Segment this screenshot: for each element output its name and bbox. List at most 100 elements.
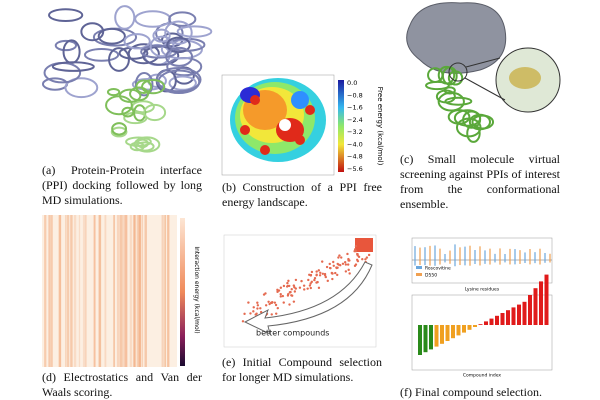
compound-point (306, 287, 309, 290)
compound-point (294, 278, 298, 282)
protein-ribbon (444, 96, 473, 106)
protein-ribbon (455, 117, 482, 138)
heatmap-column (164, 215, 167, 367)
protein-ribbon (54, 39, 78, 52)
heatmap-column (84, 215, 87, 367)
compound-point (270, 313, 273, 316)
caption: (b) Construction of a PPI free energy la… (222, 180, 382, 209)
compound-point (288, 284, 291, 288)
bar (517, 304, 521, 325)
compound-point (354, 244, 358, 248)
compound-point (279, 292, 282, 296)
bar (544, 274, 549, 325)
compound-point (286, 281, 289, 285)
compound-point (256, 301, 259, 304)
compound-point (281, 294, 285, 298)
heatmap-column (44, 215, 47, 367)
protein-ribbon (121, 106, 135, 118)
compound-point (317, 269, 321, 272)
energy-region (260, 145, 270, 155)
compound-point (318, 274, 322, 277)
heatmap-column (49, 215, 51, 367)
heatmap-column (167, 215, 170, 367)
compound-point (282, 301, 285, 304)
compound-point (273, 301, 277, 304)
compound-point (310, 280, 314, 284)
colorbar-tick: −5.6 (347, 165, 363, 173)
compound-point (290, 288, 293, 291)
compound-point (247, 301, 250, 304)
bar (528, 295, 532, 325)
protein-ribbon (118, 88, 142, 103)
protein-ribbon (166, 36, 191, 54)
legend-label: Roscovitine (425, 266, 451, 272)
compound-point (298, 286, 302, 289)
dense-cluster (355, 238, 373, 252)
heatmap-column (120, 215, 123, 367)
plot-frame (223, 234, 377, 348)
compound-point (249, 312, 252, 315)
heatmap-column (113, 215, 115, 367)
protein-ribbon (127, 43, 160, 65)
compound-point (264, 292, 267, 295)
compound-point (243, 312, 246, 316)
protein-ribbon (105, 95, 133, 116)
colorbar-tick: −4.0 (347, 140, 363, 148)
heatmap-column (66, 215, 69, 367)
compound-point (364, 258, 367, 261)
protein-ribbon (106, 87, 121, 97)
legend-swatch (416, 266, 422, 269)
compound-point (294, 287, 298, 290)
compound-point (348, 272, 351, 275)
colorbar-tick: −2.4 (347, 116, 363, 124)
compound-point (339, 263, 342, 267)
heatmap-column (125, 215, 128, 367)
compound-point (347, 259, 350, 262)
heatmap-column (67, 215, 70, 367)
heatmap-column (141, 215, 144, 367)
protein-ribbon (435, 89, 456, 104)
colorbar-tick: −1.6 (347, 104, 363, 112)
bar (522, 301, 527, 325)
heatmap-column (48, 215, 50, 367)
zoom-source (448, 62, 468, 82)
colorbar-tick: 0.0 (347, 79, 357, 87)
compound-point (303, 288, 306, 291)
heatmap-column (137, 215, 140, 367)
caption: (c) Small molecule virtual screening aga… (400, 152, 560, 211)
heatmap-column (98, 215, 101, 367)
compound-point (252, 306, 255, 309)
compound-point (259, 307, 262, 310)
compound-point (302, 284, 306, 287)
compound-point (315, 273, 318, 276)
compound-point (317, 286, 321, 290)
colorbar-tick: −3.2 (347, 128, 363, 136)
compound-point (276, 288, 279, 292)
protein-ribbon (143, 103, 167, 122)
compound-point (275, 312, 278, 315)
protein-ribbon (80, 22, 105, 42)
caption: (f) Final compound selection. (400, 385, 542, 399)
compound-point (279, 286, 283, 289)
axis-label: Compound index (463, 373, 502, 379)
heatmap-column (70, 215, 73, 367)
bar (418, 325, 422, 355)
compound-point (323, 274, 327, 277)
compound-point (356, 259, 360, 263)
protein-ribbon (176, 25, 213, 38)
heatmap-column (138, 215, 141, 367)
heatmap-column (133, 215, 136, 367)
axis-label: Lysine residues (465, 287, 500, 293)
compound-point (344, 263, 348, 266)
compound-point (354, 263, 358, 266)
compound-point (274, 303, 278, 307)
compound-point (287, 279, 290, 283)
compound-point (365, 256, 369, 259)
heatmap-column (49, 215, 51, 367)
heatmap-column (104, 215, 107, 367)
colorbar-title: Interaction energy (kcal/mol) (193, 246, 200, 333)
energy-region (305, 105, 315, 115)
compound-point (330, 271, 334, 275)
protein-ribbon (468, 113, 492, 131)
